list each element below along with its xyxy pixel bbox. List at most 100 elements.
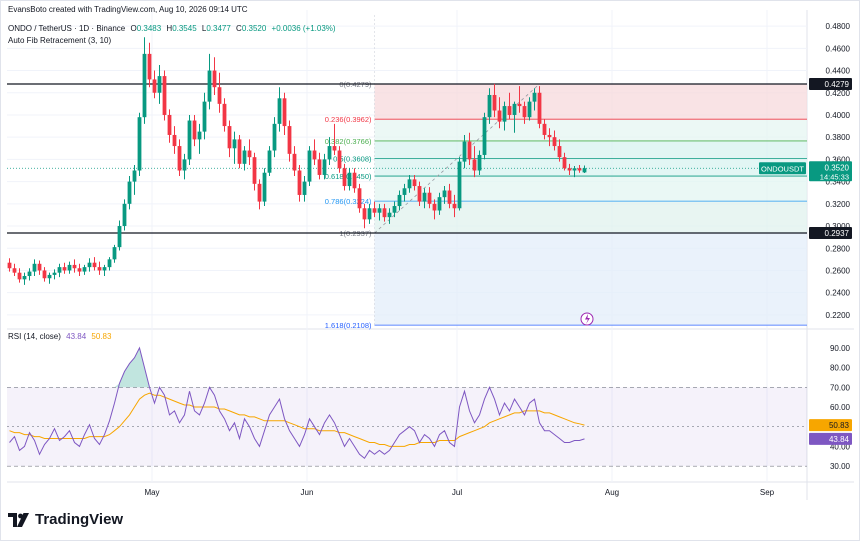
candle[interactable]	[12, 263, 17, 277]
candle[interactable]	[182, 153, 187, 180]
candle[interactable]	[372, 201, 377, 218]
candle[interactable]	[532, 88, 537, 111]
candle[interactable]	[277, 87, 282, 132]
candle[interactable]	[252, 152, 257, 191]
candle[interactable]	[52, 269, 57, 280]
candle[interactable]	[557, 139, 562, 162]
candle[interactable]	[57, 263, 62, 278]
candle[interactable]	[177, 139, 182, 177]
candle[interactable]	[472, 146, 477, 178]
candle[interactable]	[402, 183, 407, 202]
candle[interactable]	[497, 97, 502, 129]
candle[interactable]	[427, 187, 432, 209]
candle[interactable]	[492, 83, 497, 118]
candle[interactable]	[17, 268, 22, 283]
candle[interactable]	[457, 157, 462, 211]
candle[interactable]	[272, 117, 277, 158]
candle[interactable]	[552, 130, 557, 151]
rsi-legend[interactable]: RSI (14, close) 43.84 50.83	[8, 332, 114, 341]
candle[interactable]	[377, 203, 382, 221]
candle[interactable]	[37, 260, 42, 275]
candle[interactable]	[197, 123, 202, 154]
candle[interactable]	[522, 101, 527, 124]
candle[interactable]	[367, 203, 372, 224]
candle[interactable]	[257, 179, 262, 210]
candle[interactable]	[582, 165, 587, 174]
candle[interactable]	[42, 267, 47, 282]
candle[interactable]	[322, 153, 327, 180]
candle[interactable]	[87, 258, 92, 272]
candle[interactable]	[7, 258, 12, 272]
candle[interactable]	[357, 183, 362, 213]
symbol-tag-box[interactable]	[759, 162, 806, 175]
candle[interactable]	[562, 152, 567, 171]
candle[interactable]	[107, 257, 112, 271]
candle[interactable]	[137, 112, 142, 177]
candle[interactable]	[347, 168, 352, 191]
candle[interactable]	[327, 137, 332, 165]
candle[interactable]	[102, 264, 107, 277]
candle[interactable]	[162, 70, 167, 121]
candle[interactable]	[482, 112, 487, 160]
candle[interactable]	[172, 126, 177, 154]
candle[interactable]	[152, 70, 157, 99]
tradingview-logo[interactable]: TradingView	[8, 511, 123, 528]
candle[interactable]	[537, 86, 542, 129]
candle[interactable]	[167, 109, 172, 143]
candle[interactable]	[312, 139, 317, 165]
candle[interactable]	[122, 199, 127, 231]
candle[interactable]	[342, 163, 347, 191]
candle[interactable]	[92, 257, 97, 271]
candle[interactable]	[132, 164, 137, 195]
symbol-title[interactable]: ONDO / TetherUS · 1D · Binance	[8, 24, 126, 33]
candle[interactable]	[267, 146, 272, 177]
candle[interactable]	[22, 272, 27, 285]
candle[interactable]	[142, 37, 147, 124]
time-axis[interactable]: May Jun Jul Aug Sep	[144, 488, 774, 497]
candlestick-series[interactable]	[7, 37, 587, 285]
candle[interactable]	[362, 203, 367, 229]
candle[interactable]	[542, 119, 547, 140]
candle[interactable]	[567, 163, 572, 175]
candle[interactable]	[517, 86, 522, 113]
candle[interactable]	[447, 183, 452, 209]
candle[interactable]	[527, 97, 532, 121]
candle[interactable]	[397, 190, 402, 211]
rsi-ma-line[interactable]	[9, 392, 585, 447]
candle[interactable]	[32, 259, 37, 277]
candle[interactable]	[547, 128, 552, 147]
candle[interactable]	[82, 264, 87, 275]
candle[interactable]	[287, 120, 292, 162]
candle[interactable]	[47, 272, 52, 284]
candle[interactable]	[297, 164, 302, 202]
candle[interactable]	[467, 132, 472, 165]
candle[interactable]	[77, 263, 82, 277]
candle[interactable]	[292, 146, 297, 177]
candle[interactable]	[307, 146, 312, 187]
candle[interactable]	[67, 261, 72, 274]
candle[interactable]	[212, 57, 217, 95]
candle[interactable]	[192, 114, 197, 147]
candle[interactable]	[127, 176, 132, 210]
candle[interactable]	[232, 131, 237, 164]
candle[interactable]	[112, 244, 117, 263]
candle[interactable]	[512, 101, 517, 133]
candle[interactable]	[117, 220, 122, 251]
candle[interactable]	[502, 101, 507, 131]
candle[interactable]	[462, 134, 467, 169]
candle[interactable]	[452, 194, 457, 218]
alert-icon[interactable]	[580, 312, 594, 326]
indicator-legend-fib[interactable]: Auto Fib Retracement (3, 10)	[8, 36, 112, 45]
candle[interactable]	[317, 152, 322, 180]
candle[interactable]	[337, 146, 342, 173]
candle[interactable]	[282, 92, 287, 135]
candle[interactable]	[207, 53, 212, 110]
candle[interactable]	[392, 201, 397, 218]
candle[interactable]	[72, 259, 77, 273]
rsi-line[interactable]	[9, 346, 585, 460]
candle[interactable]	[332, 123, 337, 155]
candle[interactable]	[387, 208, 392, 224]
candle[interactable]	[477, 150, 482, 175]
candle[interactable]	[437, 192, 442, 215]
